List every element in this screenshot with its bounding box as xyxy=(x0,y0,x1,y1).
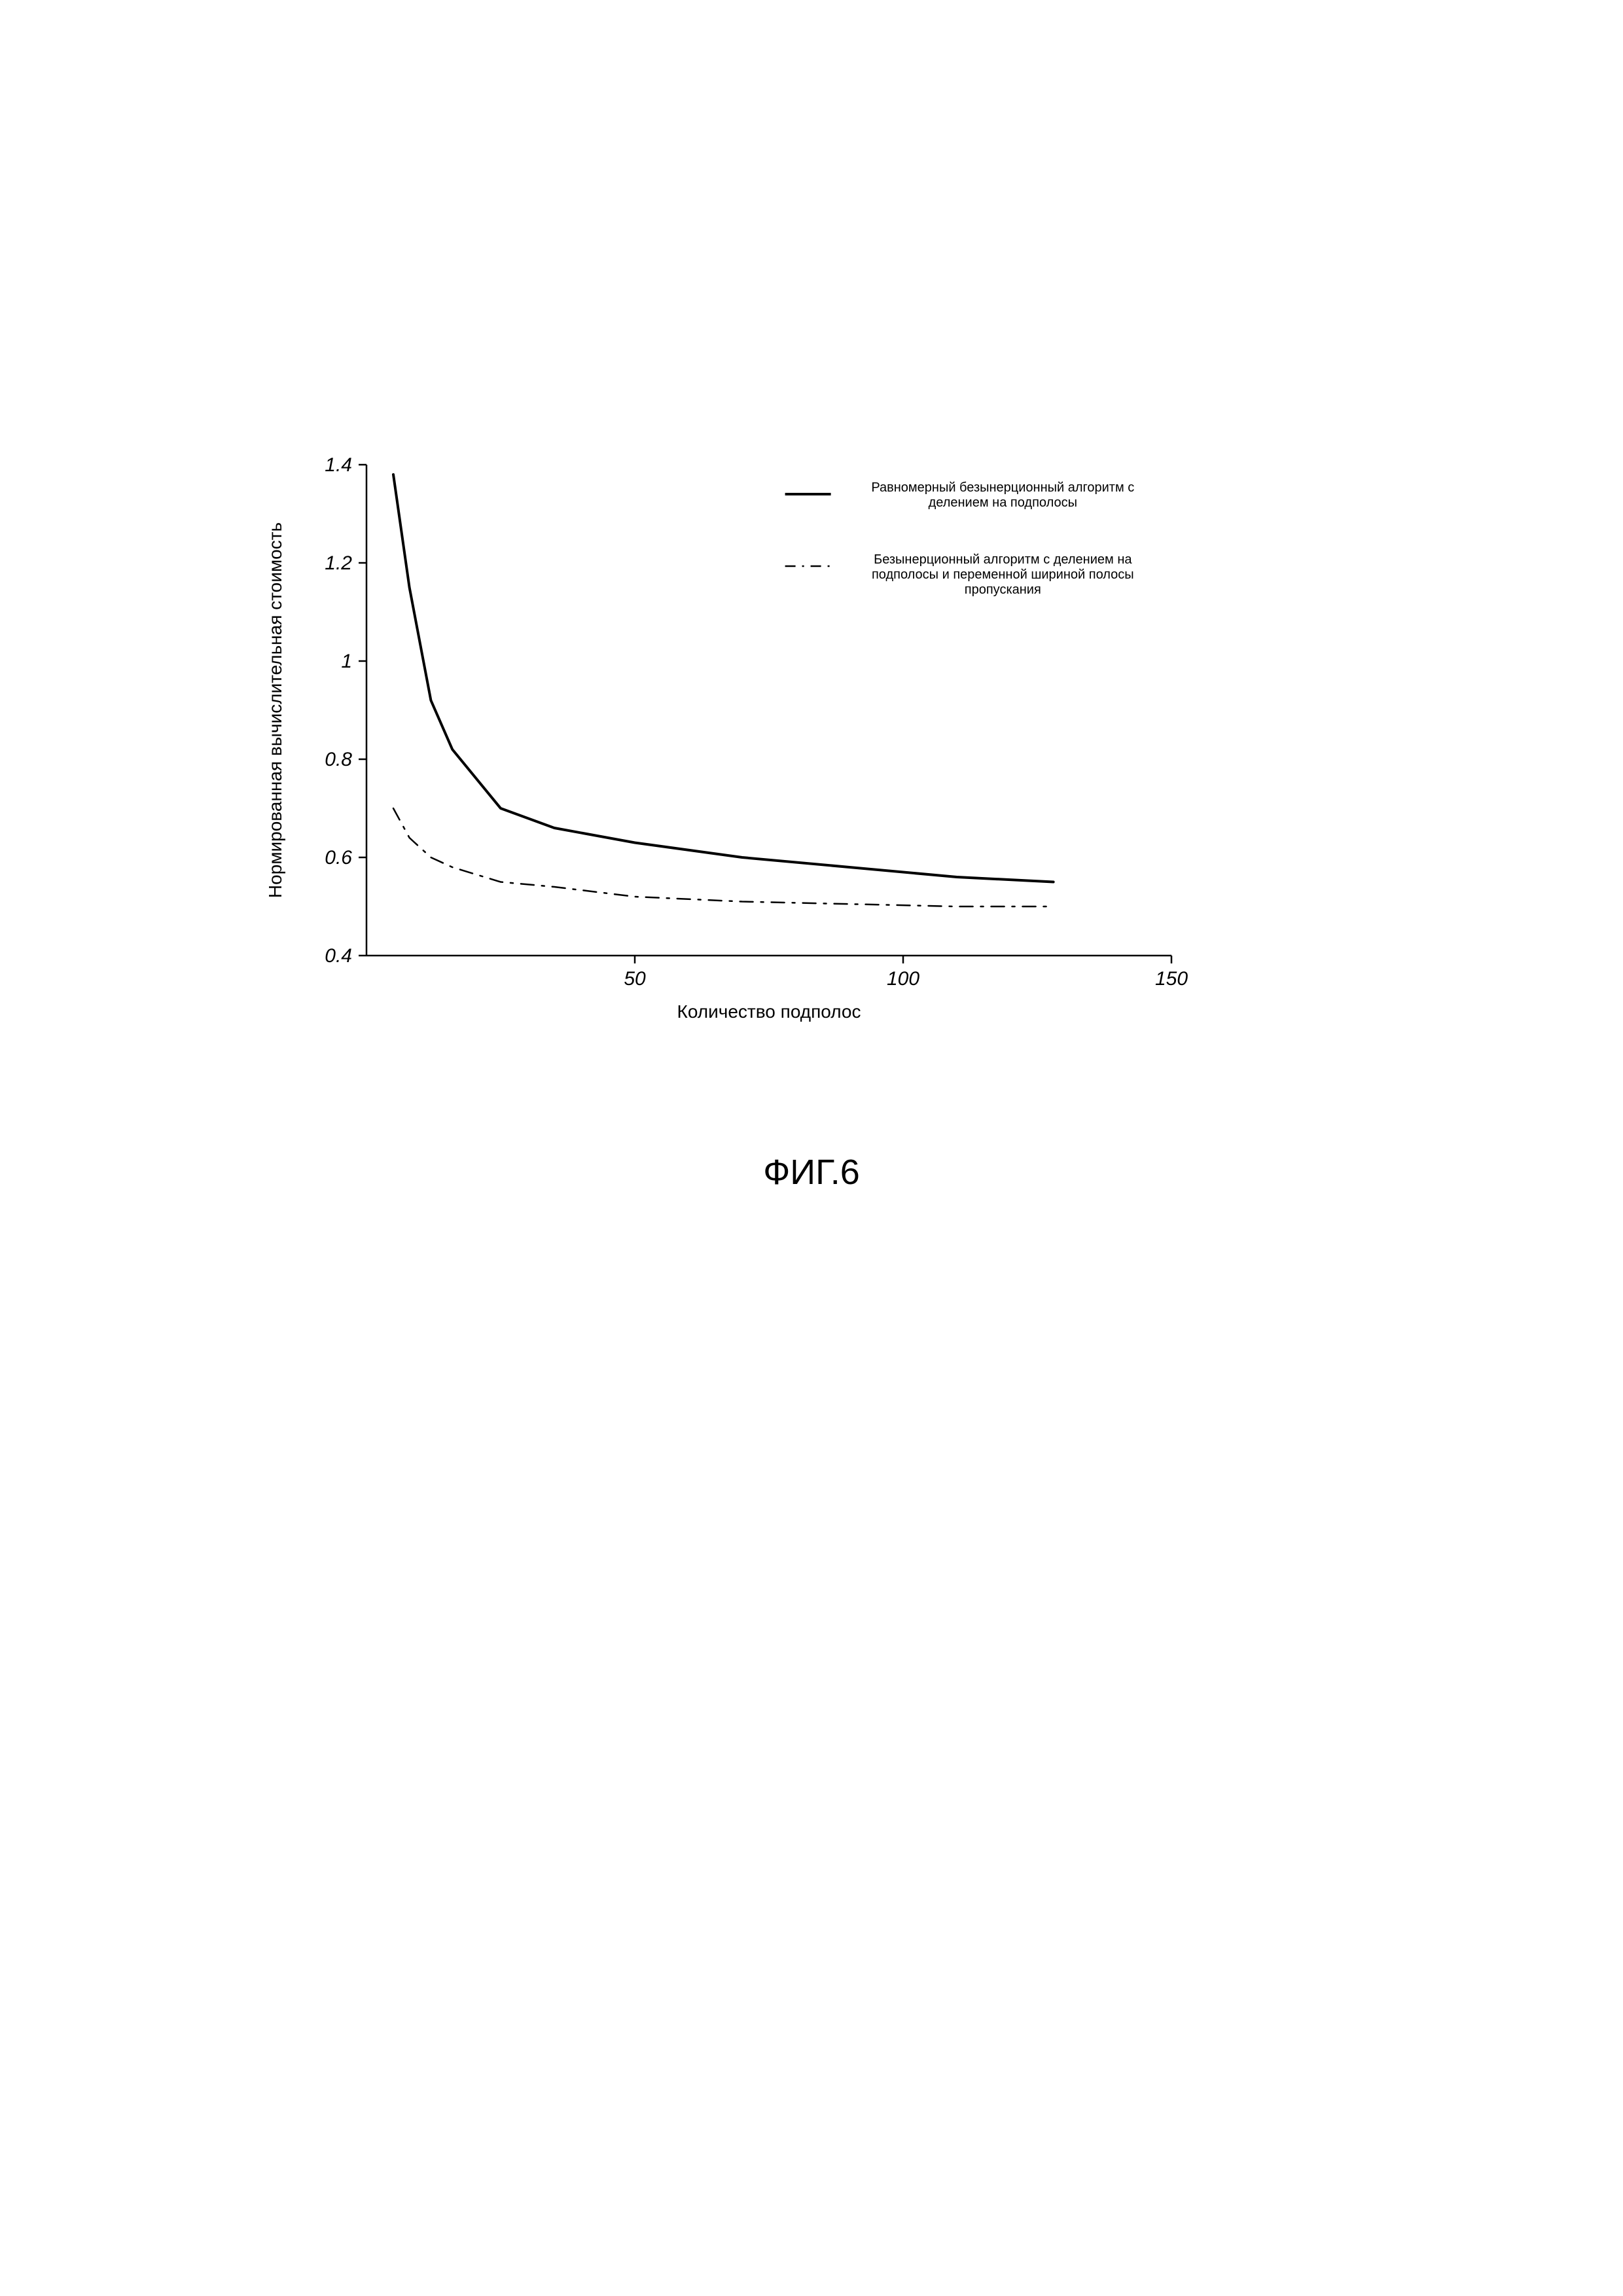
svg-text:1.2: 1.2 xyxy=(325,552,352,574)
svg-text:100: 100 xyxy=(887,968,919,990)
svg-text:50: 50 xyxy=(624,968,646,990)
svg-text:1.4: 1.4 xyxy=(325,454,352,476)
svg-text:0.8: 0.8 xyxy=(325,749,352,770)
page: 0.4 0.6 0.8 1 1.2 1.4 50 100 150 Нормированная вы… xyxy=(0,0,1623,2296)
svg-text:150: 150 xyxy=(1155,968,1188,990)
figure-caption: ФИГ.6 xyxy=(763,1152,860,1193)
svg-text:0.6: 0.6 xyxy=(325,847,352,869)
svg-text:Количество подполос: Количество подполос xyxy=(677,1001,861,1022)
chart-svg: 0.4 0.6 0.8 1 1.2 1.4 50 100 150 Нормированная вы… xyxy=(249,445,1198,1034)
svg-text:Нормированная вычислительная с: Нормированная вычислительная стоимость xyxy=(265,522,285,898)
svg-text:0.4: 0.4 xyxy=(325,945,352,967)
svg-text:1: 1 xyxy=(341,651,352,672)
line-chart: 0.4 0.6 0.8 1 1.2 1.4 50 100 150 Нормированная вы… xyxy=(249,445,1198,1034)
